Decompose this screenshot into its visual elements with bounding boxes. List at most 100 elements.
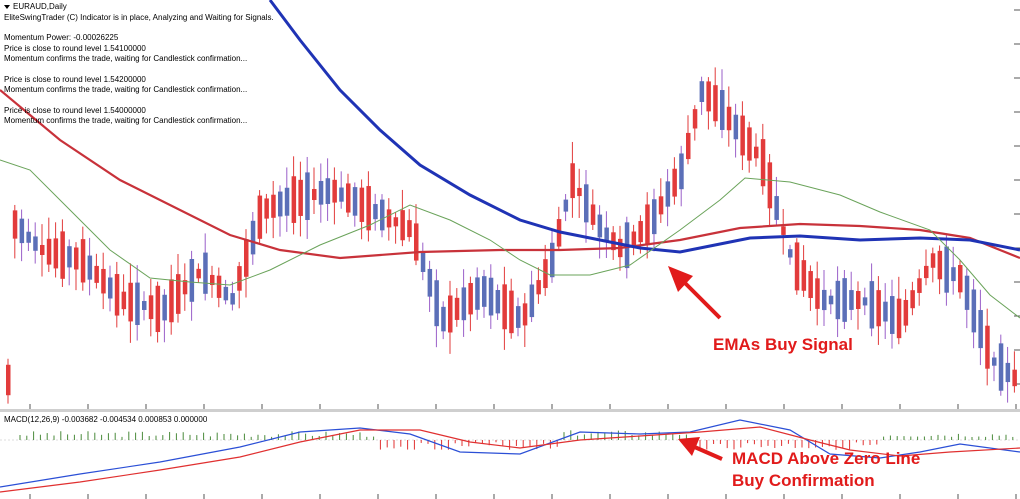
bear-candle <box>454 288 460 327</box>
candle-body <box>87 255 93 280</box>
candle-body <box>244 239 249 277</box>
bull-candle <box>427 260 433 312</box>
macd-arrow <box>678 437 723 461</box>
bear-candle <box>808 265 813 311</box>
candle-body <box>509 290 514 334</box>
candle-body <box>94 265 99 283</box>
bear-candle <box>509 278 514 339</box>
candle-body <box>828 295 834 305</box>
bull-candle <box>1005 346 1011 403</box>
candle-body <box>420 252 426 272</box>
candle-body <box>876 290 881 327</box>
candle-body <box>699 81 705 102</box>
bull-candle <box>679 145 684 207</box>
bear-candle <box>128 263 133 343</box>
candle-body <box>774 196 779 220</box>
signal-line <box>0 426 1020 493</box>
candle-body <box>951 267 956 282</box>
bear-candle <box>114 261 120 328</box>
candle-body <box>679 153 684 190</box>
bull-candle <box>964 268 970 329</box>
candle-body <box>563 199 569 212</box>
candle-body <box>495 290 501 314</box>
bear-candle <box>400 189 405 247</box>
candle-body <box>570 163 575 199</box>
candle-body <box>67 246 72 268</box>
pane-divider[interactable] <box>0 409 1020 412</box>
bull-candle <box>380 194 385 238</box>
candle-body <box>720 90 725 130</box>
bear-candle <box>80 226 86 291</box>
candle-body <box>529 284 535 318</box>
candle-body <box>645 204 650 246</box>
bull-candle <box>142 291 147 321</box>
bull-candle <box>550 229 555 283</box>
bear-candle <box>332 167 337 225</box>
candle-body <box>271 194 276 218</box>
bull-candle <box>26 218 31 252</box>
candle-body <box>890 296 895 334</box>
candle-body <box>638 221 643 243</box>
bull-candle <box>67 239 72 286</box>
candle-body <box>978 310 983 349</box>
candle-body <box>760 139 766 187</box>
candle-body <box>40 244 45 256</box>
bear-candle <box>958 259 963 299</box>
candle-body <box>332 179 337 203</box>
bull-candle <box>87 237 93 296</box>
bear-candle <box>359 179 365 240</box>
candle-body <box>692 109 698 129</box>
bull-candle <box>420 242 426 281</box>
candle-body <box>176 274 181 314</box>
macd-pane[interactable] <box>0 412 1020 499</box>
bear-candle <box>543 244 548 296</box>
bear-candle <box>176 254 181 323</box>
candle-body <box>339 187 344 202</box>
candle-body <box>747 127 752 161</box>
candle-body <box>686 132 691 160</box>
price-chart-pane[interactable]: EURAUD,Daily EliteSwingTrader (C) Indica… <box>0 0 1020 409</box>
candle-body <box>754 146 759 159</box>
candle-body <box>155 285 161 333</box>
bull-candle <box>325 158 331 221</box>
bull-candle <box>720 69 725 139</box>
bear-candle <box>937 245 943 295</box>
bear-candle <box>672 157 677 205</box>
candle-body <box>958 265 963 293</box>
bear-candle <box>312 167 317 214</box>
bear-candle <box>271 181 276 239</box>
bull-candle <box>842 270 847 330</box>
candle-body <box>482 276 487 307</box>
ema-buy-signal-annotation: EMAs Buy Signal <box>713 335 853 354</box>
candle-body <box>788 249 793 258</box>
macd-annotation-line2: Buy Confirmation <box>732 471 875 490</box>
candle-body <box>386 209 392 228</box>
momentum-confirm-text: Momentum confirms the trade, waiting for… <box>4 85 248 94</box>
candle-body <box>550 242 555 278</box>
candle-body <box>373 204 378 220</box>
candle-body <box>182 280 188 295</box>
candle-body <box>210 274 215 286</box>
momentum-confirm-text: Momentum confirms the trade, waiting for… <box>4 116 248 125</box>
candle-body <box>407 220 412 238</box>
bear-candle <box>631 224 637 256</box>
arrow-shaft <box>680 278 722 320</box>
bear-candle <box>210 265 215 298</box>
candle-body <box>536 280 541 295</box>
candle-body <box>393 217 399 227</box>
candle-body <box>733 114 739 140</box>
dropdown-triangle-icon[interactable] <box>4 5 10 10</box>
candle-body <box>992 357 997 366</box>
bear-candle <box>366 171 371 242</box>
bear-candle <box>40 224 45 277</box>
candle-body <box>400 210 405 241</box>
round-level-text: Price is close to round level 1.54200000 <box>4 74 146 84</box>
bear-candle <box>740 101 745 171</box>
bull-candle <box>189 250 195 321</box>
candle-body <box>475 277 480 310</box>
candle-body <box>652 199 657 235</box>
bear-candle <box>448 280 453 354</box>
candle-body <box>862 297 868 306</box>
round-level-text: Price is close to round level 1.54000000 <box>4 105 146 115</box>
candle-body <box>441 306 446 332</box>
